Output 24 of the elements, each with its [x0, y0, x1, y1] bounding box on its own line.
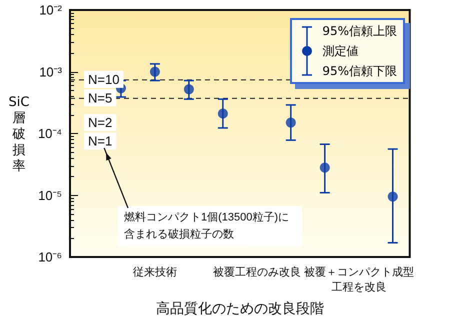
- y-tick-label: 10⁻³: [39, 64, 63, 80]
- y-tick-label: 10⁻⁵: [38, 188, 62, 203]
- point: [150, 66, 160, 77]
- x-tick-label: 被覆＋コンパクト成型工程を改良: [304, 266, 414, 294]
- x-tick-label: 従来技術: [132, 266, 177, 278]
- point: [218, 108, 228, 119]
- y-tick-label: 10⁻²: [39, 2, 63, 18]
- annotation: 燃料コンパクト1個(13500粒子)に含まれる破損粒子の数: [124, 210, 290, 240]
- x-axis-title: 高品質化のための改良段階: [156, 300, 324, 316]
- y-tick-label: 10⁻⁴: [38, 126, 62, 141]
- point: [388, 192, 398, 202]
- annotation: 95%信頼下限: [322, 63, 397, 80]
- annotation: N=1: [88, 134, 112, 149]
- annotation: N=5: [88, 90, 112, 106]
- point: [184, 84, 194, 94]
- point: [286, 118, 296, 128]
- legend-label: 測定値: [322, 43, 360, 60]
- y-axis-title: SiC層破損率: [8, 95, 30, 175]
- y-tick-label: 10⁻⁶: [38, 250, 62, 264]
- annotation: 95%信頼上限: [322, 23, 397, 40]
- annotation: N=10: [88, 72, 120, 87]
- x-tick-label: 被覆工程のみ改良: [212, 266, 301, 278]
- annotation: N=2: [88, 114, 112, 130]
- point: [320, 162, 330, 173]
